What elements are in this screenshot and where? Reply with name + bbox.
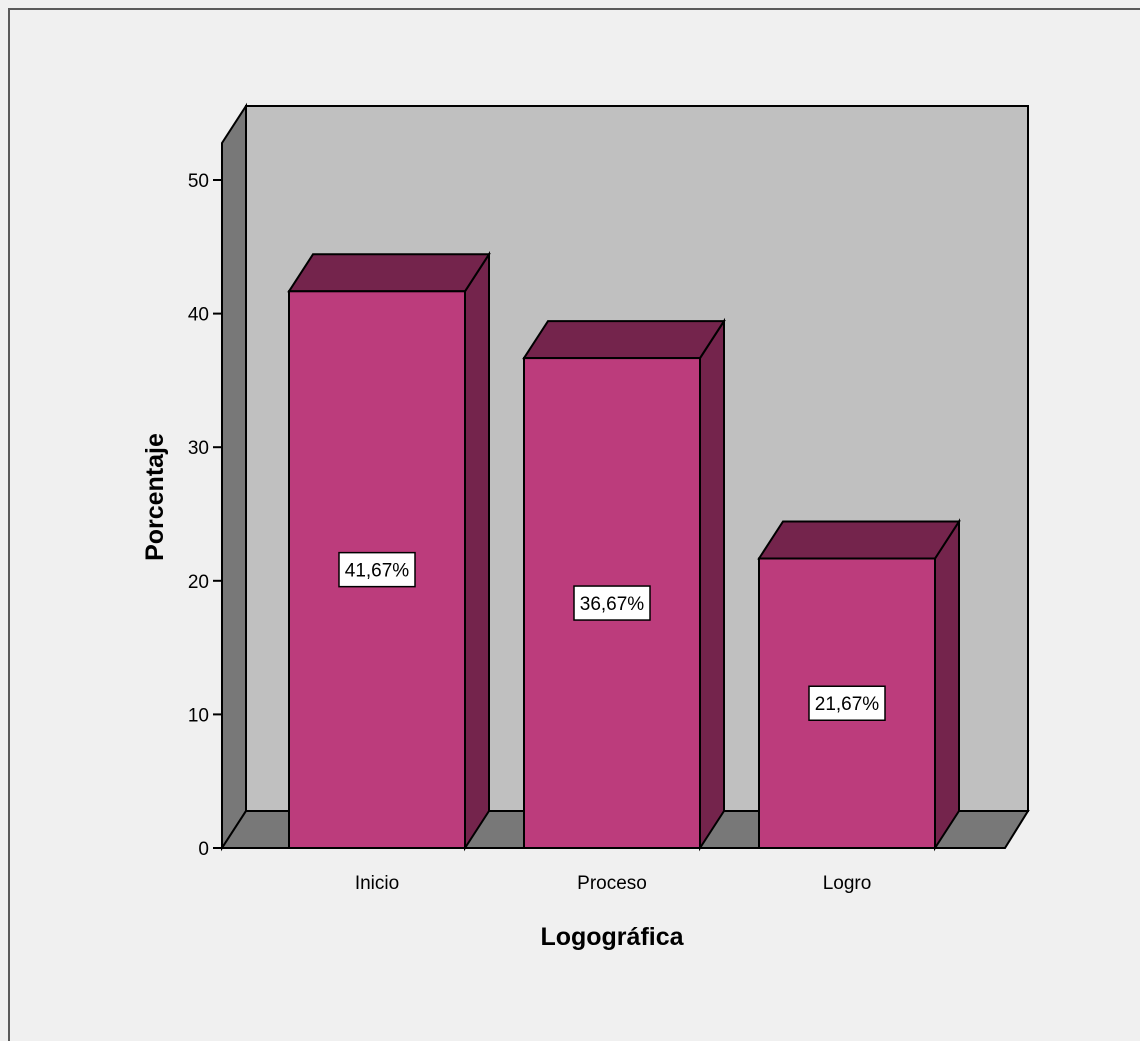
bar-proceso: 36,67%	[522, 317, 726, 852]
bar-side-face	[934, 518, 960, 852]
bar-logro: 21,67%	[757, 518, 961, 852]
bar-top-face	[522, 320, 726, 360]
side-wall	[221, 102, 247, 852]
x-axis-title: Logográfica	[540, 923, 684, 951]
y-tick-label: 10	[188, 705, 209, 726]
y-tick-label: 0	[198, 839, 209, 860]
bar-side-face	[464, 250, 490, 852]
x-category-label: Logro	[823, 873, 872, 894]
data-label: 36,67%	[580, 594, 645, 615]
bar-top-face	[287, 253, 491, 293]
bars-group: 41,67% 36,67% 21,67%	[287, 250, 961, 852]
bar-inicio: 41,67%	[287, 250, 491, 852]
bar-top-face	[757, 520, 961, 560]
y-tick-label: 20	[188, 572, 209, 593]
data-label-box	[338, 551, 416, 588]
y-axis: 0 10 20 30 40 50	[188, 171, 222, 860]
y-tick-label: 30	[188, 438, 209, 459]
x-category-label: Inicio	[355, 873, 399, 894]
y-axis-title: Porcentaje	[141, 433, 169, 561]
x-category-label: Proceso	[577, 873, 647, 894]
x-axis: Inicio Proceso Logro	[355, 873, 871, 894]
y-tick-label: 40	[188, 305, 209, 326]
data-label-box	[808, 685, 886, 721]
data-label: 21,67%	[815, 694, 880, 715]
data-label: 41,67%	[345, 561, 410, 582]
data-label-box	[573, 585, 651, 621]
bar-side-face	[699, 317, 725, 852]
y-tick-label: 50	[188, 171, 209, 192]
